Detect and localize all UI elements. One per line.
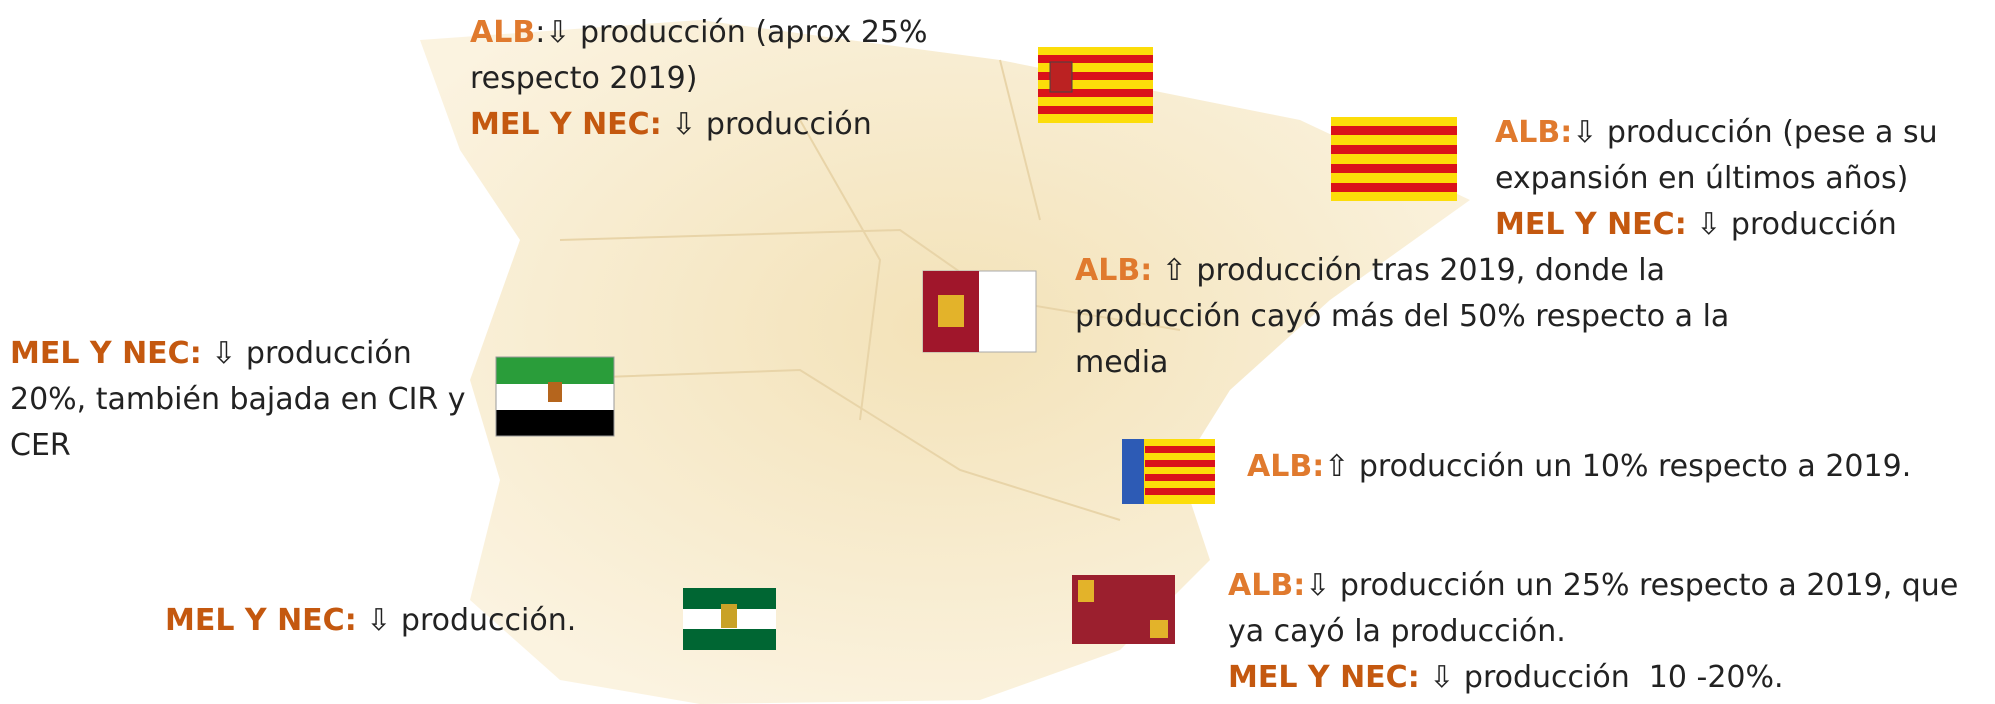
region-note: ALB:⇩ producción (pese a su expansión en… <box>1495 110 1995 248</box>
region-note: MEL Y NEC: ⇩ producción 20%, también baj… <box>10 331 468 469</box>
flag-andalucia <box>683 588 776 650</box>
note-line: ALB:⇩ producción un 25% respecto a 2019,… <box>1228 563 1988 655</box>
note-text: ⇩ producción <box>661 107 872 142</box>
note-line: MEL Y NEC: ⇩ producción 20%, también baj… <box>10 331 468 469</box>
species-label: ALB: <box>1075 253 1153 288</box>
note-line: MEL Y NEC: ⇩ producción <box>1495 202 1995 248</box>
note-text: ⇩ producción (pese a su expansión en últ… <box>1495 115 1948 196</box>
region-borders <box>519 59 1181 521</box>
region-note: ALB:⇧ producción un 10% respecto a 2019. <box>1247 444 1992 490</box>
flag-castilla-la-mancha <box>922 270 1037 353</box>
note-line: ALB:⇩ producción (aprox 25% respecto 201… <box>470 10 1010 102</box>
note-text: ⇩ producción 10 -20%. <box>1419 660 1784 695</box>
flag-aragon <box>1038 47 1153 123</box>
spain-map <box>420 20 1470 704</box>
flag-catalonia <box>1331 117 1457 201</box>
note-line: ALB:⇧ producción un 10% respecto a 2019. <box>1247 444 1992 490</box>
note-text: ⇩ producción un 25% respecto a 2019, que… <box>1228 568 1968 649</box>
species-label: ALB <box>470 15 536 50</box>
flag-valencia <box>1122 439 1215 504</box>
note-text: ⇧ producción tras 2019, donde la producc… <box>1075 253 1739 380</box>
note-text: ⇩ producción. <box>356 603 577 638</box>
species-label: ALB: <box>1495 115 1573 150</box>
flag-murcia <box>1072 575 1175 644</box>
note-text: ⇧ producción un 10% respecto a 2019. <box>1324 449 1912 484</box>
note-line: ALB: ⇧ producción tras 2019, donde la pr… <box>1075 248 1815 386</box>
species-label: ALB: <box>1247 449 1325 484</box>
note-text: ⇩ producción <box>1686 207 1897 242</box>
species-label: MEL Y NEC: <box>10 336 202 371</box>
region-note: MEL Y NEC: ⇩ producción. <box>165 598 645 644</box>
species-label: ALB: <box>1228 568 1306 603</box>
note-line: MEL Y NEC: ⇩ producción <box>470 102 1010 148</box>
note-line: ALB:⇩ producción (pese a su expansión en… <box>1495 110 1995 202</box>
note-text: ⇩ producción 20%, también bajada en CIR … <box>10 336 476 463</box>
species-label: MEL Y NEC: <box>470 107 662 142</box>
species-label: MEL Y NEC: <box>165 603 357 638</box>
region-note: ALB: ⇧ producción tras 2019, donde la pr… <box>1075 248 1815 386</box>
region-note: ALB:⇩ producción un 25% respecto a 2019,… <box>1228 563 1988 701</box>
flag-extremadura <box>495 356 615 437</box>
species-label: MEL Y NEC: <box>1495 207 1687 242</box>
region-note: ALB:⇩ producción (aprox 25% respecto 201… <box>470 10 1010 148</box>
note-text: :⇩ producción (aprox 25% respecto 2019) <box>470 15 938 96</box>
species-label: MEL Y NEC: <box>1228 660 1420 695</box>
note-line: MEL Y NEC: ⇩ producción 10 -20%. <box>1228 655 1988 701</box>
note-line: MEL Y NEC: ⇩ producción. <box>165 598 645 644</box>
